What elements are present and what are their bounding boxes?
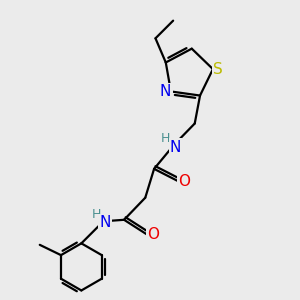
Text: N: N	[99, 215, 111, 230]
Text: O: O	[147, 227, 159, 242]
Text: O: O	[178, 174, 190, 189]
Text: H: H	[161, 132, 171, 145]
Text: N: N	[170, 140, 181, 154]
Text: H: H	[92, 208, 101, 221]
Text: N: N	[160, 84, 171, 99]
Text: S: S	[213, 61, 223, 76]
